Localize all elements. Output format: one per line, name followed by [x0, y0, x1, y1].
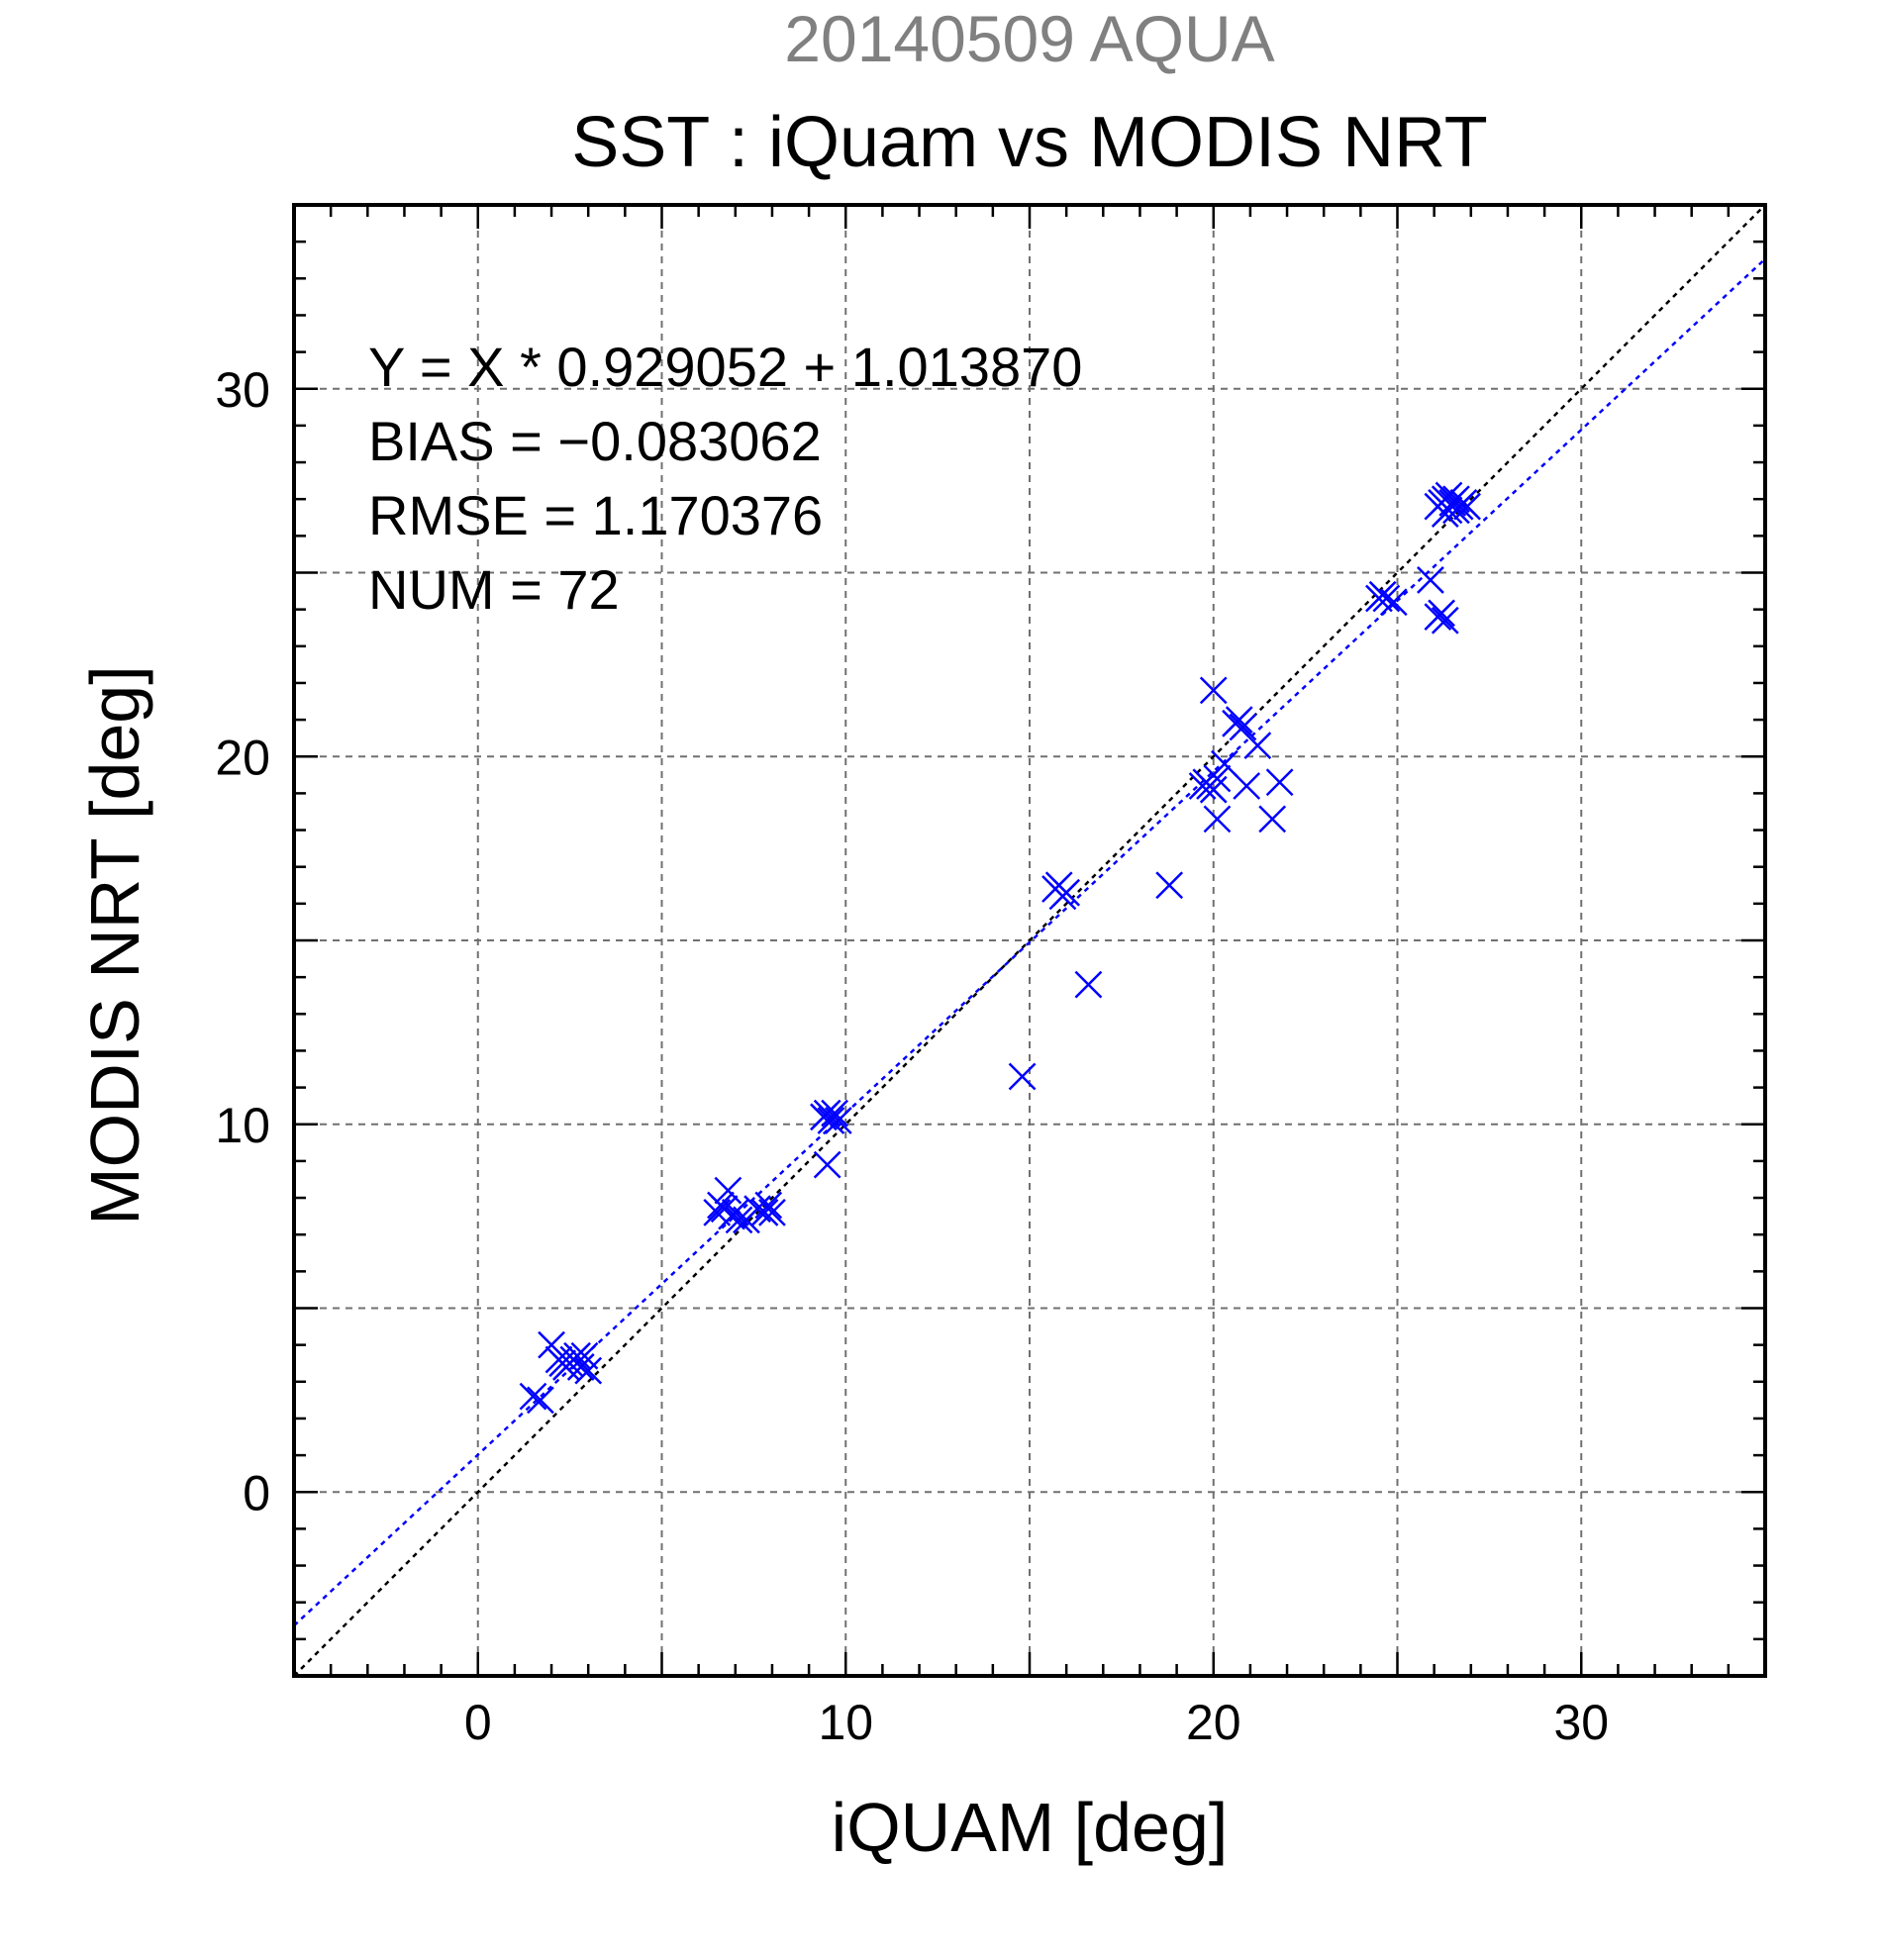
tick-labels: 0 10 20 30 0 10 20 30 — [215, 362, 1609, 1750]
data-point — [1379, 588, 1408, 617]
data-point — [1074, 970, 1103, 999]
data-point — [566, 1353, 595, 1381]
data-point — [1229, 713, 1257, 741]
data-point — [1188, 772, 1217, 800]
data-point — [1155, 871, 1184, 900]
data-point — [817, 1107, 845, 1134]
y-tick-label: 20 — [215, 730, 270, 785]
data-point — [1211, 749, 1238, 778]
data-point — [1258, 805, 1287, 833]
reference-lines — [293, 204, 1766, 1677]
y-tick-label: 30 — [215, 362, 270, 418]
x-tick-label: 10 — [818, 1695, 873, 1750]
data-point — [1265, 768, 1294, 797]
data-point — [1233, 772, 1261, 800]
data-point — [1199, 775, 1228, 804]
data-points — [519, 481, 1481, 1415]
stats-annotation: Y = X * 0.929052 + 1.013870 BIAS = −0.08… — [368, 336, 1082, 621]
data-point — [1203, 805, 1232, 833]
data-point — [758, 1199, 786, 1226]
data-point — [1428, 599, 1455, 628]
x-axis-label: iQUAM [deg] — [832, 1789, 1229, 1866]
data-point — [1008, 1062, 1037, 1091]
data-point — [563, 1341, 591, 1370]
x-tick-label: 0 — [464, 1695, 492, 1750]
data-point — [527, 1386, 554, 1415]
identity-line — [293, 204, 1766, 1677]
fit-line — [293, 257, 1766, 1627]
data-point — [1372, 584, 1401, 613]
data-point — [1453, 492, 1481, 521]
data-point — [1225, 706, 1253, 734]
data-point — [1199, 676, 1228, 705]
data-point — [750, 1199, 779, 1226]
data-point — [1243, 732, 1272, 759]
x-tick-label: 30 — [1553, 1695, 1609, 1750]
data-point — [707, 1191, 735, 1220]
data-point — [754, 1191, 783, 1220]
data-point — [548, 1349, 577, 1378]
data-point — [725, 1206, 753, 1234]
x-tick-label: 20 — [1186, 1695, 1241, 1750]
data-point — [1431, 606, 1459, 635]
num-value: NUM = 72 — [368, 558, 620, 621]
data-point — [519, 1382, 547, 1411]
y-tick-label: 0 — [243, 1465, 270, 1520]
rmse-value: RMSE = 1.170376 — [368, 484, 823, 546]
bias-value: BIAS = −0.083062 — [368, 410, 822, 472]
regression-equation: Y = X * 0.929052 + 1.013870 — [368, 336, 1082, 398]
grid-lines — [294, 205, 1765, 1676]
data-point — [1435, 481, 1463, 510]
data-point — [824, 1107, 852, 1134]
data-point — [1417, 566, 1444, 594]
data-point — [1203, 764, 1232, 793]
data-point — [574, 1356, 603, 1385]
chart-title: 20140509 AQUA — [784, 2, 1274, 75]
data-point — [813, 1150, 842, 1179]
data-point — [1052, 878, 1081, 907]
data-point — [1431, 500, 1459, 528]
chart-subtitle: SST : iQuam vs MODIS NRT — [571, 103, 1488, 182]
data-point — [821, 1099, 848, 1127]
data-point — [1442, 496, 1470, 525]
y-axis-label: MODIS NRT [deg] — [76, 665, 153, 1225]
data-point — [714, 1176, 742, 1205]
plot-frame — [292, 203, 1767, 1678]
y-tick-label: 10 — [215, 1098, 270, 1153]
